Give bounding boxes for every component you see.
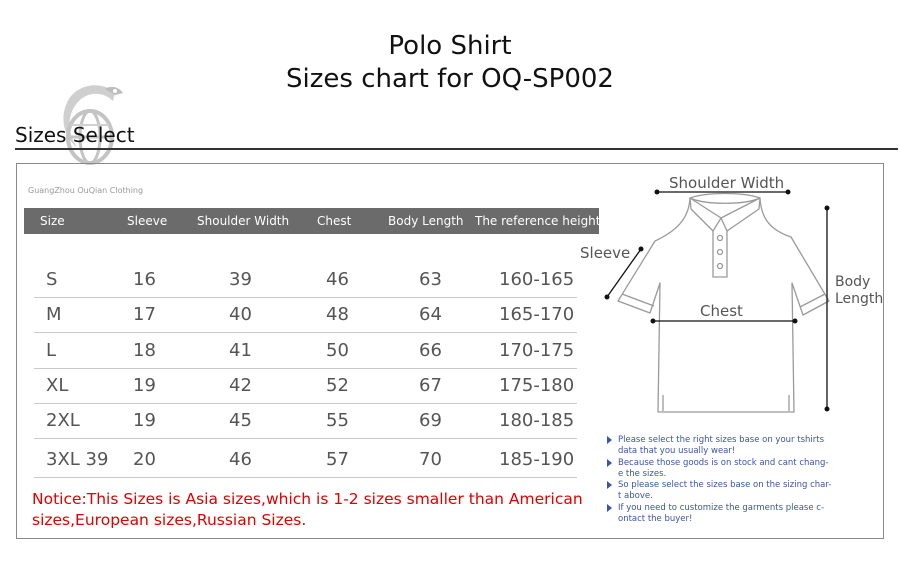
cell-sleeve: 18 — [133, 340, 156, 361]
asia-size-notice: Notice:This Sizes is Asia sizes,which is… — [32, 490, 583, 529]
header-divider — [15, 148, 898, 150]
column-header-shoulder-width: Shoulder Width — [197, 214, 290, 228]
cell-reference-height: 175-180 — [499, 375, 575, 396]
cell-chest: 50 — [326, 340, 349, 361]
cell-shoulder-width: 39 — [229, 269, 252, 290]
table-row: XL 19 42 52 67 175-180 — [34, 369, 577, 404]
cell-shoulder-width: 40 — [229, 304, 252, 325]
triangle-right-icon — [607, 436, 612, 444]
polo-shirt-diagram-icon — [604, 189, 830, 413]
table-row: S 16 39 46 63 160-165 — [34, 263, 577, 298]
cell-shoulder-width: 46 — [229, 449, 252, 470]
table-header: Size Sleeve Shoulder Width Chest Body Le… — [24, 208, 601, 234]
chest-label: Chest — [700, 302, 743, 320]
cell-body-length: 63 — [419, 269, 442, 290]
cell-size: 2XL — [46, 410, 80, 431]
list-item: Because those goods is on stock and cant… — [606, 458, 838, 481]
cell-reference-height: 185-190 — [499, 449, 575, 470]
sleeve-label: Sleeve — [580, 244, 631, 262]
cell-body-length: 67 — [419, 375, 442, 396]
cell-shoulder-width: 42 — [229, 375, 252, 396]
column-header-body-length: Body Length — [388, 214, 464, 228]
shoulder-width-label: Shoulder Width — [669, 174, 785, 192]
cell-reference-height: 170-175 — [499, 340, 575, 361]
column-header-sleeve: Sleeve — [127, 214, 168, 228]
triangle-right-icon — [607, 503, 612, 512]
cell-chest: 52 — [326, 375, 349, 396]
body-length-label: Body Length — [835, 274, 884, 307]
cell-sleeve: 20 — [133, 449, 156, 470]
cell-size: XL — [46, 375, 69, 396]
list-item: If you need to customize the garments pl… — [606, 503, 838, 526]
cell-chest: 48 — [326, 304, 349, 325]
triangle-right-icon — [607, 458, 612, 467]
cell-chest: 46 — [326, 269, 349, 290]
cell-size: L — [46, 340, 57, 361]
cell-size: S — [46, 269, 58, 290]
cell-size: M — [46, 304, 62, 325]
list-item: Please select the right sizes base on yo… — [606, 435, 838, 458]
table-row: M 17 40 48 64 165-170 — [34, 298, 577, 333]
page-subtitle: Sizes chart for OQ-SP002 — [286, 64, 614, 94]
cell-size: 3XL 39 — [46, 449, 109, 470]
table-row: L 18 41 50 66 170-175 — [34, 334, 577, 369]
cell-reference-height: 160-165 — [499, 269, 575, 290]
list-item: So please select the sizes base on the s… — [606, 480, 838, 503]
table-row: 2XL 19 45 55 69 180-185 — [34, 404, 577, 439]
cell-chest: 55 — [326, 410, 349, 431]
cell-reference-height: 165-170 — [499, 304, 575, 325]
cell-sleeve: 16 — [133, 269, 156, 290]
triangle-right-icon — [607, 481, 612, 490]
column-header-chest: Chest — [317, 214, 352, 228]
cell-reference-height: 180-185 — [499, 410, 575, 431]
column-header-size: Size — [40, 214, 65, 228]
cell-sleeve: 19 — [133, 410, 156, 431]
cell-body-length: 64 — [419, 304, 442, 325]
cell-sleeve: 19 — [133, 375, 156, 396]
page-title: Polo Shirt — [388, 31, 512, 61]
cell-body-length: 66 — [419, 340, 442, 361]
cell-shoulder-width: 41 — [229, 340, 252, 361]
table-row: 3XL 39 20 46 57 70 185-190 — [34, 443, 577, 478]
size-chart-panel — [16, 163, 884, 539]
section-heading: Sizes Select — [15, 123, 135, 147]
brand-text: GuangZhou OuQian Clothing — [28, 186, 144, 195]
cell-shoulder-width: 45 — [229, 410, 252, 431]
column-header-reference-height: The reference height — [475, 214, 601, 228]
cell-chest: 57 — [326, 449, 349, 470]
cell-body-length: 69 — [419, 410, 442, 431]
notes-list: Please select the right sizes base on yo… — [606, 435, 838, 525]
cell-sleeve: 17 — [133, 304, 156, 325]
cell-body-length: 70 — [419, 449, 442, 470]
